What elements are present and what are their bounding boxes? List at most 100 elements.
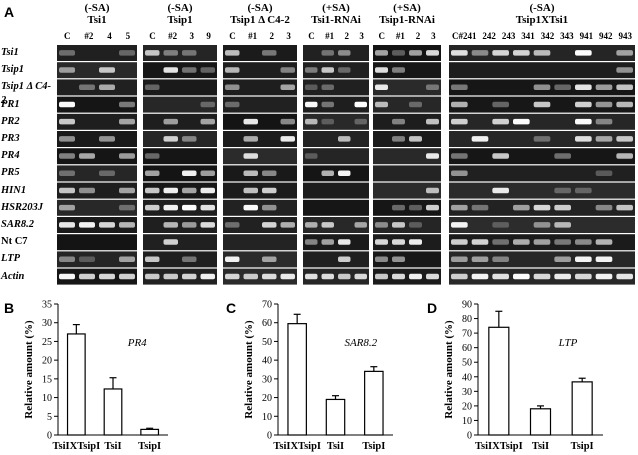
gel-band: [375, 273, 388, 280]
gel-band: [163, 50, 178, 56]
gel-band: [409, 204, 422, 211]
panel-letter-a: A: [4, 4, 15, 20]
gel-band: [99, 170, 115, 176]
gel-band: [321, 67, 334, 73]
gel-lane-strip: [303, 131, 369, 147]
gel-band: [305, 101, 318, 108]
gel-band: [409, 222, 422, 228]
y-tick-label: 30: [42, 318, 52, 329]
gel-band: [492, 222, 509, 228]
gel-band: [533, 84, 551, 90]
lane-label: 3: [359, 31, 364, 41]
bar: [103, 388, 123, 436]
gel-band: [145, 204, 160, 211]
row-label: Tsip1 Δ C4-2: [1, 81, 51, 107]
y-tick-label: 40: [462, 372, 472, 383]
gel-band: [513, 204, 530, 211]
lane-label: 342: [540, 31, 555, 41]
gel-lane-strip: [57, 62, 137, 79]
bar: [140, 428, 160, 436]
gel-lane-strip: [143, 148, 217, 165]
lane-labels-1: C #2 3 9: [143, 31, 217, 41]
y-tick-label: 10: [42, 393, 52, 404]
y-tick-label: 0: [467, 431, 472, 442]
gel-band: [595, 256, 613, 262]
gel-lane-strip: [223, 96, 297, 113]
y-tick-label: 60: [462, 343, 472, 354]
gel-band: [225, 101, 240, 108]
x-tick-label: TsiI: [104, 441, 121, 452]
gel-band: [163, 222, 178, 228]
gel-band: [59, 136, 75, 142]
lane-labels-2: C #1 2 3: [223, 31, 297, 41]
gel-band: [182, 170, 197, 176]
gel-lane-strip: [303, 199, 369, 216]
gel-band: [305, 153, 318, 159]
gel-band: [492, 118, 509, 125]
row-label: PR1: [1, 98, 20, 110]
gel-band: [595, 239, 613, 245]
gel-band: [119, 256, 135, 262]
gel-band: [392, 222, 405, 228]
x-tick-label: TsiI: [327, 441, 344, 452]
gel-band: [554, 204, 571, 211]
gel-lane-strip: [373, 165, 441, 182]
lane-label: C: [149, 31, 156, 41]
gel-band: [145, 273, 160, 280]
row-label: Tsip1: [1, 64, 24, 76]
gel-band: [513, 273, 530, 280]
gel-band: [616, 153, 633, 159]
gel-lane-strip: [57, 251, 137, 268]
row-label: PR2: [1, 115, 20, 127]
x-tick-label: TsipI: [138, 441, 161, 452]
gel-band: [305, 239, 318, 245]
gel-lane-strip: [373, 45, 441, 61]
gel-band: [59, 170, 75, 176]
x-tick-label: TsiI: [532, 441, 549, 452]
gel-name: Tsip1 Δ C4-2: [230, 14, 290, 26]
gel-lane-strip: [373, 79, 441, 96]
y-tick-label: 90: [462, 300, 472, 311]
lane-label: 2: [415, 31, 421, 41]
gel-band: [262, 222, 277, 228]
gel-lane-strip: [223, 268, 297, 285]
chart-B: 0 5 10 15 20 25 30 35 Relative amount (%) PR4 TsiI…: [23, 300, 168, 452]
gel-lane-strip: [303, 268, 369, 285]
gel-band: [225, 50, 240, 56]
gel-band: [79, 273, 95, 280]
row-label: HIN1: [1, 184, 27, 196]
lane-label: C: [229, 31, 236, 41]
gel-band: [99, 273, 115, 280]
gel-band: [79, 153, 95, 159]
lane-labels-0: C #2 4 5: [57, 31, 137, 41]
y-tick-label: 80: [462, 314, 472, 325]
gel-band: [451, 50, 468, 56]
y-tick-label: 70: [462, 329, 472, 340]
lane-labels-5: C#241 242 243 341 342 343 941 942 943: [449, 31, 635, 41]
gel-band: [99, 84, 115, 90]
gel-band: [575, 84, 592, 90]
gel-condition: (-SA): [167, 2, 193, 14]
gel-band: [243, 118, 258, 125]
bar: [325, 398, 346, 436]
lane-label: 343: [560, 31, 574, 41]
gel-band: [554, 84, 571, 90]
gel-band: [145, 170, 160, 176]
y-tick-label: 5: [47, 412, 52, 423]
gel-lane-strip: [223, 62, 297, 79]
lane-label: 942: [599, 31, 613, 41]
gel-band: [375, 256, 388, 262]
gel-band: [595, 118, 613, 125]
gel-band: [492, 50, 509, 56]
gel-lane-strip: [449, 165, 635, 182]
lane-label: 243: [501, 31, 516, 41]
gel-band: [321, 50, 334, 56]
gel-band: [575, 239, 592, 245]
gel-lane-strip: [223, 234, 297, 251]
gel-band: [375, 67, 388, 73]
gel-lane-strip: [57, 217, 137, 233]
gel-band: [145, 187, 160, 194]
gel-band: [182, 204, 197, 211]
gel-band: [182, 273, 197, 280]
gel-lane-strip: [303, 45, 369, 61]
